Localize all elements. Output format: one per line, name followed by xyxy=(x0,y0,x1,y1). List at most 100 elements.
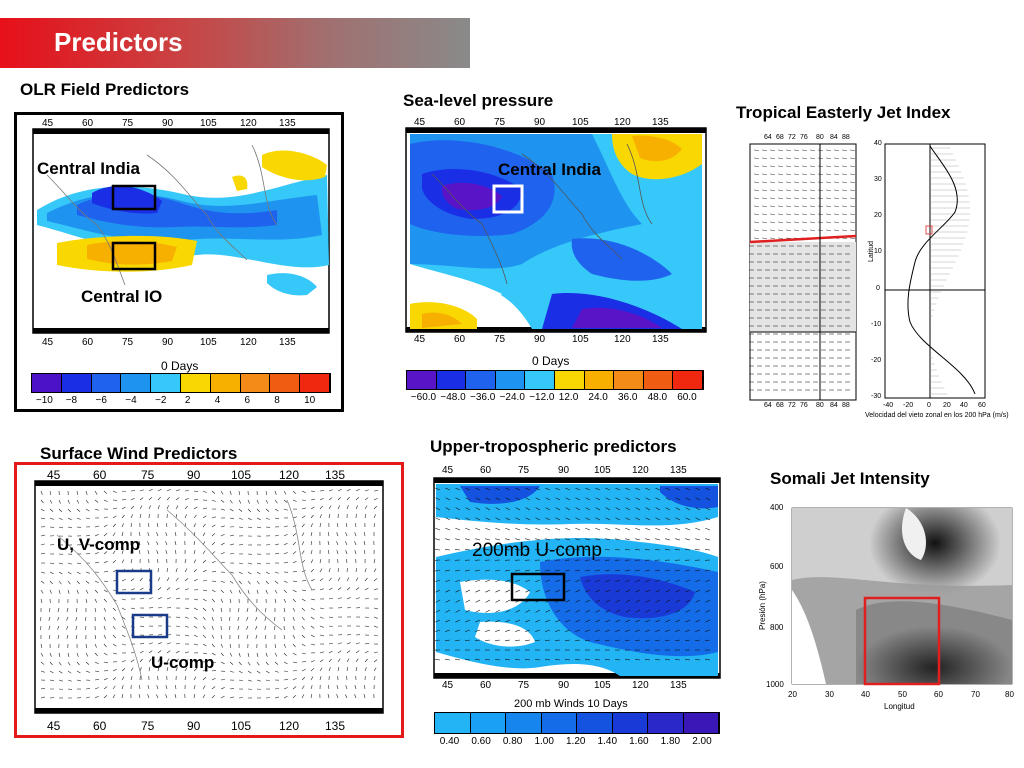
wind-vector xyxy=(166,505,169,510)
wind-vector xyxy=(675,527,681,531)
wind-vector xyxy=(565,487,571,491)
wind-vector xyxy=(555,527,561,531)
wind-vector xyxy=(265,490,267,495)
wind-vector xyxy=(704,549,711,551)
wind-vector xyxy=(665,507,671,511)
wind-vector xyxy=(565,579,571,583)
wind-vector xyxy=(301,616,305,621)
wind-vector xyxy=(455,658,461,661)
wind-vector xyxy=(495,569,501,572)
wind-vector xyxy=(535,629,541,632)
wind-vector xyxy=(373,625,378,628)
wind-vector xyxy=(112,515,117,519)
wind-vector xyxy=(274,696,279,699)
wind-vector xyxy=(363,694,366,699)
wind-vector xyxy=(94,661,99,665)
wind-vector xyxy=(184,634,189,637)
wind-vector xyxy=(94,634,97,639)
wind-vector xyxy=(193,625,198,629)
colorbar-label: −6 xyxy=(95,395,107,406)
wind-vector xyxy=(283,580,288,583)
wind-vector xyxy=(112,490,117,494)
wind-vector xyxy=(283,499,288,503)
wind-vector xyxy=(94,534,99,537)
wind-vector xyxy=(595,487,601,491)
wind-vector xyxy=(495,538,501,541)
wind-vector xyxy=(310,532,313,537)
wind-vector xyxy=(373,505,377,510)
wind-vector xyxy=(328,489,333,492)
wind-vector xyxy=(585,589,591,593)
wind-vector xyxy=(121,685,124,690)
wind-vector xyxy=(685,589,691,593)
wind-vector xyxy=(130,676,133,681)
wind-vector xyxy=(229,543,234,546)
wind-vector xyxy=(535,569,541,572)
wind-vector xyxy=(40,543,45,546)
wind-vector xyxy=(283,607,286,612)
wind-vector xyxy=(85,661,90,665)
wind-vector xyxy=(75,634,78,639)
wind-vector xyxy=(193,559,197,564)
wind-vector xyxy=(130,559,133,564)
wind-vector xyxy=(585,487,591,491)
wind-vector xyxy=(435,629,441,632)
olr-map xyxy=(32,128,330,334)
wind-vector xyxy=(535,487,541,491)
wind-vector xyxy=(574,549,581,551)
wind-vector xyxy=(705,569,711,572)
wind-vector xyxy=(220,533,225,537)
wind-vector xyxy=(475,527,481,531)
wind-vector xyxy=(103,560,108,564)
wind-vector xyxy=(625,599,631,603)
wind-vector xyxy=(184,651,189,654)
wind-vector xyxy=(148,667,151,672)
wind-vector xyxy=(445,527,451,531)
wind-vector xyxy=(130,498,135,501)
tick-label: 800 xyxy=(770,623,784,632)
wind-vector xyxy=(465,497,471,501)
wind-vector xyxy=(705,487,711,491)
wind-vector xyxy=(49,490,51,495)
wind-vector xyxy=(515,579,521,583)
wind-vector xyxy=(67,562,72,565)
wind-vector xyxy=(85,589,89,594)
wind-vector xyxy=(175,497,180,501)
tick-label: 90 xyxy=(187,719,201,733)
wind-vector xyxy=(665,619,671,623)
colorbar-swatch xyxy=(673,371,703,389)
tick-label: -20 xyxy=(903,402,914,409)
wind-vector xyxy=(202,598,207,602)
wind-vector xyxy=(328,650,333,654)
wind-vector xyxy=(485,599,491,603)
wind-vector xyxy=(465,527,471,531)
wind-vector xyxy=(363,541,366,546)
wind-vector xyxy=(166,642,171,645)
wind-vector xyxy=(685,517,691,521)
wind-vector xyxy=(495,639,501,642)
wind-vector xyxy=(247,580,251,585)
wind-panel: 45 60 75 90 105 120 135 45 60 75 90 105 … xyxy=(14,462,404,738)
wind-vector xyxy=(328,505,332,510)
wind-vector xyxy=(585,619,591,623)
wind-vector xyxy=(455,639,461,642)
wind-vector xyxy=(256,571,261,575)
wind-vector xyxy=(274,508,279,512)
wind-vector xyxy=(328,658,332,663)
wind-vector xyxy=(264,634,267,639)
wind-vector xyxy=(220,552,225,555)
wind-vector xyxy=(585,629,591,632)
wind-vector xyxy=(156,694,159,699)
wind-vector xyxy=(301,532,305,537)
wind-vector xyxy=(121,490,126,492)
wind-vector xyxy=(655,538,661,541)
wind-vector xyxy=(103,616,106,621)
wind-vector xyxy=(515,639,521,642)
colorbar-swatch xyxy=(495,371,526,389)
upper-map xyxy=(433,477,721,679)
wind-vector xyxy=(274,616,276,622)
wind-vector xyxy=(301,550,305,555)
wind-vector xyxy=(274,499,278,504)
colorbar-label: 2.00 xyxy=(692,736,712,747)
wind-vector xyxy=(193,550,196,555)
